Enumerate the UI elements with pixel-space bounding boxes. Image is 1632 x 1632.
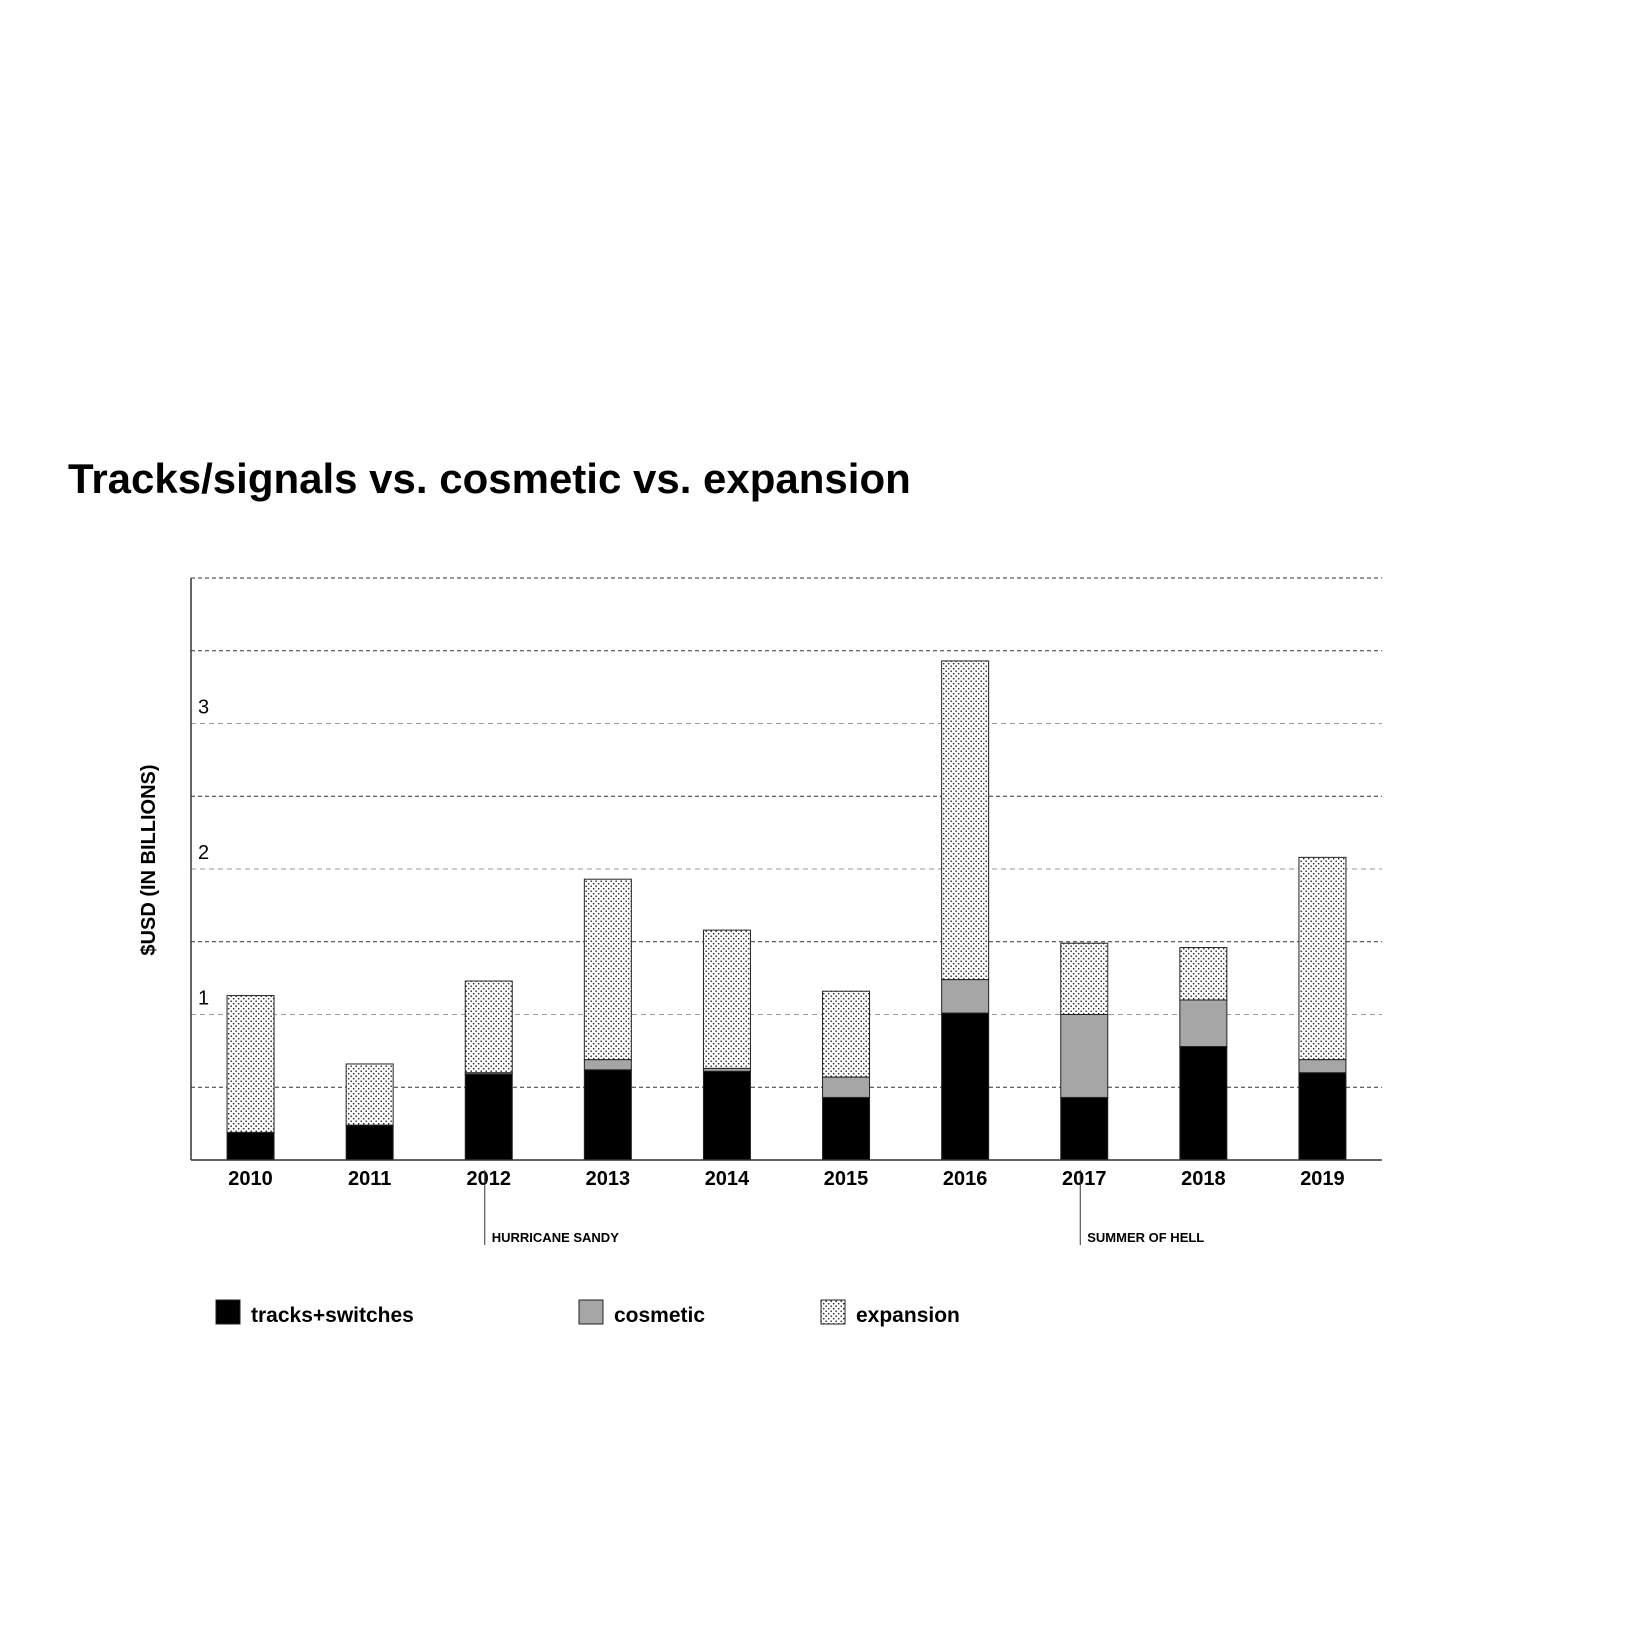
x-tick-label: 2015: [824, 1168, 869, 1190]
x-tick-label: 2014: [705, 1168, 750, 1190]
bar-segment-expansion: [1298, 856, 1347, 1061]
bar-segment-expansion: [226, 995, 275, 1133]
bar-segment-expansion: [941, 660, 990, 981]
annotation-label: SUMMER OF HELL: [1087, 1230, 1204, 1245]
legend-label: tracks+switches: [251, 1304, 414, 1327]
y-axis-title: $USD (IN BILLIONS): [138, 764, 160, 955]
bar-segment-cosmetic: [583, 1059, 632, 1071]
bar-segment-tracks: [583, 1069, 632, 1161]
y-tick-label: 2: [198, 842, 209, 864]
x-tick-label: 2018: [1181, 1168, 1226, 1190]
bar-segment-expansion: [464, 980, 513, 1074]
x-tick-label: 2016: [943, 1168, 988, 1190]
bar-segment-cosmetic: [822, 1076, 871, 1098]
bar-segment-cosmetic: [1179, 999, 1228, 1048]
bar-segment-cosmetic: [1060, 1014, 1109, 1098]
chart-title: Tracks/signals vs. cosmetic vs. expansio…: [68, 455, 911, 502]
bar-segment-tracks: [1298, 1072, 1347, 1161]
legend-swatch: [820, 1299, 846, 1325]
bar-segment-cosmetic: [941, 979, 990, 1014]
bar-segment-tracks: [941, 1012, 990, 1161]
bar-segment-tracks: [464, 1073, 513, 1161]
bar-segment-expansion: [345, 1063, 394, 1126]
legend-label: expansion: [856, 1304, 960, 1327]
y-tick-label: 3: [198, 697, 209, 719]
bar-segment-expansion: [702, 929, 751, 1069]
x-tick-label: 2012: [467, 1168, 512, 1190]
bar-segment-tracks: [822, 1096, 871, 1161]
bar-segment-expansion: [822, 990, 871, 1078]
bar-segment-tracks: [1060, 1096, 1109, 1161]
y-tick-label: 1: [198, 988, 209, 1010]
bar-segment-expansion: [1179, 947, 1228, 1001]
bar-segment-tracks: [345, 1124, 394, 1161]
legend-swatch: [215, 1299, 241, 1325]
bar-segment-expansion: [583, 878, 632, 1061]
bar-segment-tracks: [1179, 1046, 1228, 1161]
bar-segment-expansion: [1060, 942, 1109, 1016]
annotation-label: HURRICANE SANDY: [492, 1230, 619, 1245]
bar-segment-tracks: [702, 1070, 751, 1161]
x-tick-label: 2019: [1300, 1168, 1345, 1190]
legend-swatch: [578, 1299, 604, 1325]
x-tick-label: 2013: [586, 1168, 631, 1190]
bar-segment-tracks: [226, 1131, 275, 1161]
legend-label: cosmetic: [614, 1304, 705, 1327]
x-tick-label: 2010: [228, 1168, 273, 1190]
bar-segment-cosmetic: [1298, 1059, 1347, 1074]
x-tick-label: 2011: [348, 1168, 391, 1190]
x-tick-label: 2017: [1062, 1168, 1107, 1190]
